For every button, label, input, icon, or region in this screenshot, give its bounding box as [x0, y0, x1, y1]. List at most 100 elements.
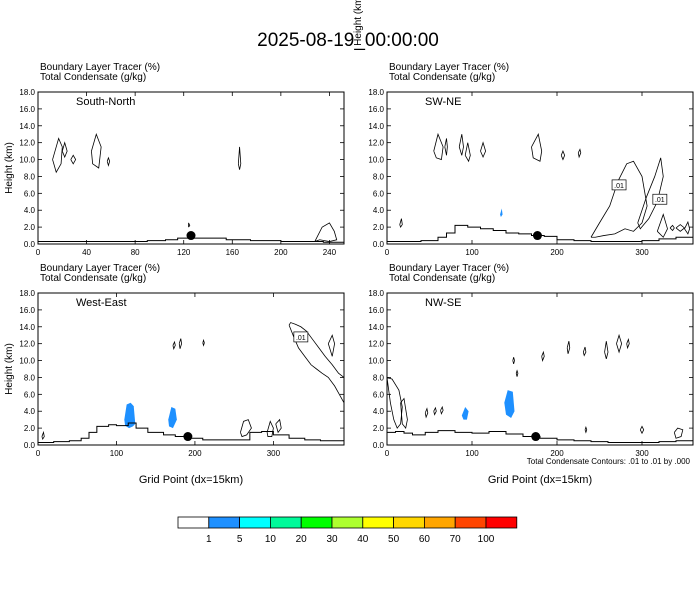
colorbar-swatch — [423, 516, 456, 529]
panel-west-east: Boundary Layer Tracer (%)Total Condensat… — [4, 263, 345, 486]
y-tick-label: 2.0 — [373, 424, 385, 433]
y-tick-label: 6.0 — [373, 189, 385, 198]
y-axis-label: Height (km) — [353, 0, 364, 46]
condensate-contour — [590, 160, 648, 238]
y-tick-label: 18.0 — [19, 88, 35, 97]
x-tick-label: 200 — [550, 248, 564, 257]
colorbar-label: 50 — [388, 534, 400, 545]
condensate-contour — [684, 220, 691, 235]
condensate-contour — [541, 350, 545, 362]
condensate-contour — [577, 148, 582, 159]
y-axis-label: Height (km) — [4, 142, 15, 194]
condensate-contour — [178, 338, 182, 349]
colorbar-label: 60 — [419, 534, 431, 545]
condensate-contour — [440, 405, 444, 415]
location-marker — [531, 432, 541, 442]
contour-label: .01 — [655, 197, 665, 204]
y-tick-label: 0.0 — [24, 240, 36, 249]
colorbar-label: 20 — [296, 534, 308, 545]
condensate-contour — [240, 419, 252, 438]
condensate-contour — [458, 134, 464, 156]
x-tick-label: 300 — [635, 248, 649, 257]
tracer-shading — [461, 407, 469, 420]
tracer-shading — [124, 402, 136, 429]
y-tick-label: 18.0 — [368, 289, 384, 298]
panel-header-line1: Boundary Layer Tracer (%) — [389, 62, 509, 73]
tracer-shading — [504, 390, 515, 418]
location-marker — [183, 432, 193, 442]
colorbar-label: 1 — [206, 534, 212, 545]
terrain-line — [38, 237, 344, 243]
colorbar-label: 100 — [478, 534, 495, 545]
colorbar-label: 5 — [237, 534, 243, 545]
x-tick-label: 240 — [323, 248, 337, 257]
x-tick-label: 200 — [188, 449, 202, 458]
condensate-contour — [512, 357, 515, 365]
y-tick-label: 6.0 — [24, 189, 36, 198]
x-tick-label: 100 — [465, 248, 479, 257]
condensate-contour — [560, 150, 566, 161]
condensate-contour — [582, 346, 587, 357]
y-tick-label: 8.0 — [373, 373, 385, 382]
y-tick-label: 14.0 — [368, 323, 384, 332]
condensate-contour — [604, 341, 609, 359]
panel-south-north: Boundary Layer Tracer (%)Total Condensat… — [4, 62, 345, 257]
x-tick-label: 120 — [177, 248, 191, 257]
terrain-line — [38, 422, 344, 443]
colorbar-swatch — [177, 516, 210, 529]
x-tick-label: 100 — [110, 449, 124, 458]
y-tick-label: 12.0 — [19, 139, 35, 148]
colorbar-swatch — [485, 516, 518, 529]
condensate-contour — [237, 146, 242, 170]
y-tick-label: 12.0 — [368, 340, 384, 349]
location-marker — [532, 231, 542, 241]
condensate-contour — [424, 407, 429, 419]
condensate-contour — [675, 224, 686, 232]
condensate-contour — [188, 222, 191, 228]
panel-nw-se: Boundary Layer Tracer (%)Total Condensat… — [353, 0, 694, 486]
condensate-contour — [480, 141, 487, 159]
x-tick-label: 200 — [550, 449, 564, 458]
y-tick-label: 16.0 — [368, 306, 384, 315]
condensate-contour — [444, 138, 448, 156]
plot-frame — [37, 292, 345, 446]
x-axis-label: Grid Point (dx=15km) — [488, 474, 592, 486]
colorbar-swatch — [208, 516, 241, 529]
y-tick-label: 14.0 — [368, 122, 384, 131]
y-tick-label: 0.0 — [373, 240, 385, 249]
location-marker — [186, 231, 196, 241]
condensate-contour — [91, 132, 102, 169]
plot-area: .01 .01 — [387, 132, 693, 242]
terrain-line — [387, 430, 693, 443]
condensate-contour — [314, 222, 338, 242]
contour-label-box — [611, 179, 627, 191]
condensate-contour — [400, 397, 408, 430]
panel-title: SW-NE — [425, 96, 461, 108]
y-tick-label: 4.0 — [24, 206, 36, 215]
plot-frame — [386, 292, 694, 446]
condensate-contour — [639, 425, 645, 435]
contour-label-box — [652, 193, 668, 205]
y-tick-label: 8.0 — [24, 373, 36, 382]
colorbar-swatch — [269, 516, 302, 529]
x-tick-label: 80 — [131, 248, 140, 257]
panel-header-line1: Boundary Layer Tracer (%) — [40, 62, 160, 73]
y-tick-label: 2.0 — [373, 223, 385, 232]
condensate-contour — [626, 338, 630, 350]
condensate-contour — [288, 322, 344, 404]
colorbar-label: 10 — [265, 534, 277, 545]
condensate-contour — [584, 426, 588, 434]
condensate-contour — [464, 142, 471, 163]
y-tick-label: 14.0 — [19, 323, 35, 332]
panel-sw-ne: Boundary Layer Tracer (%)Total Condensat… — [368, 62, 694, 257]
condensate-contour — [327, 334, 335, 357]
contour-label-box — [293, 331, 309, 343]
contour-label: .01 — [614, 183, 624, 190]
colorbar-swatch — [331, 516, 364, 529]
condensate-contour — [673, 427, 684, 439]
x-tick-label: 0 — [385, 248, 390, 257]
panel-header-line1: Boundary Layer Tracer (%) — [389, 263, 509, 274]
plot-area: .01 — [38, 322, 344, 443]
colorbar-label: 70 — [450, 534, 462, 545]
